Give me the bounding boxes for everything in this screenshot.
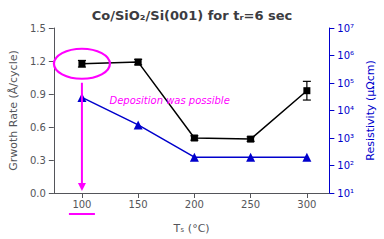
svg-text:0.9: 0.9 <box>30 89 46 100</box>
svg-text:1.2: 1.2 <box>30 56 46 67</box>
svg-text:1.5: 1.5 <box>30 23 46 34</box>
svg-text:0.0: 0.0 <box>30 188 46 199</box>
svg-text:150: 150 <box>129 199 148 210</box>
svg-text:Deposition was possible: Deposition was possible <box>110 95 230 106</box>
svg-text:Co/SiO₂/Si(001) for tᵣ=6 sec: Co/SiO₂/Si(001) for tᵣ=6 sec <box>92 8 292 23</box>
svg-text:10⁶: 10⁶ <box>337 50 354 61</box>
svg-text:300: 300 <box>297 199 316 210</box>
svg-text:10⁴: 10⁴ <box>337 105 354 116</box>
svg-text:Resistivity (μΩcm): Resistivity (μΩcm) <box>364 60 377 160</box>
svg-text:10¹: 10¹ <box>337 188 354 199</box>
svg-text:10⁵: 10⁵ <box>337 78 354 89</box>
svg-text:Tₛ (°C): Tₛ (°C) <box>173 222 210 235</box>
svg-text:10⁷: 10⁷ <box>337 23 354 34</box>
svg-text:Grwoth Rate (Å/cycle): Grwoth Rate (Å/cycle) <box>7 50 20 171</box>
svg-text:100: 100 <box>72 199 91 210</box>
svg-text:250: 250 <box>241 199 260 210</box>
svg-text:0.6: 0.6 <box>30 122 46 133</box>
svg-text:10³: 10³ <box>337 133 354 144</box>
svg-text:200: 200 <box>185 199 204 210</box>
svg-text:0.3: 0.3 <box>30 155 46 166</box>
svg-text:10²: 10² <box>337 160 354 171</box>
